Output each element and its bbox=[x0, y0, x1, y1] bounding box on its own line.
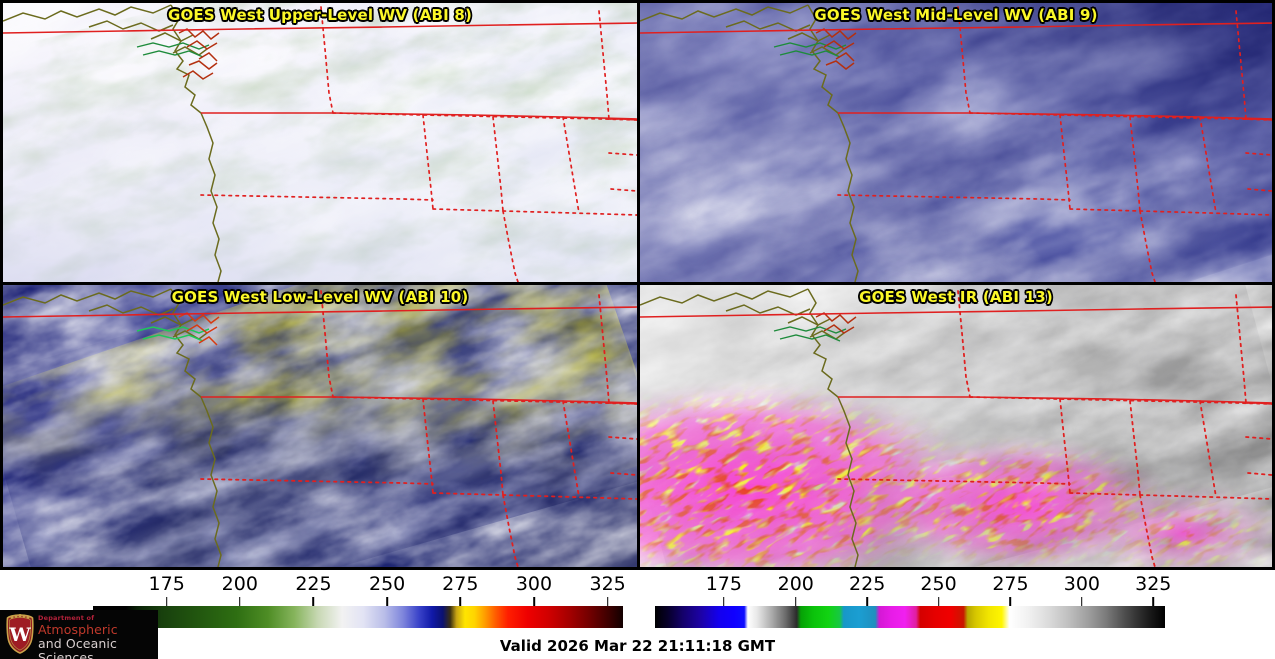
wv-colorbar-label-225: 225 bbox=[295, 573, 332, 595]
ir-colorbar-label-325: 325 bbox=[1135, 573, 1172, 595]
panel-ir[interactable]: GOES West IR (ABI 13) bbox=[640, 285, 1272, 567]
lavender-wash bbox=[3, 3, 637, 282]
panel-upper-level-wv[interactable]: GOES West Upper-Level WV (ABI 8) bbox=[3, 3, 637, 282]
logo-department-line: Department of bbox=[38, 614, 95, 622]
satellite-image-mid-level-wv bbox=[640, 3, 1272, 282]
ir-colorbar-label-275: 275 bbox=[992, 573, 1029, 595]
ir-colorbar-labels: 175 200 225 250 275 300 325 bbox=[655, 573, 1172, 599]
uw-crest-icon: W bbox=[6, 614, 34, 654]
logo-line-1: Atmospheric bbox=[38, 622, 118, 637]
wv-colorbar-label-200: 200 bbox=[221, 573, 258, 595]
ir-colorbar-label-250: 250 bbox=[920, 573, 957, 595]
panel-mid-level-wv[interactable]: GOES West Mid-Level WV (ABI 9) bbox=[640, 3, 1272, 282]
ir-colorbar-label-175: 175 bbox=[705, 573, 742, 595]
deep-blue-moist-texture bbox=[3, 285, 637, 567]
logo-line-2: and Oceanic Sciences bbox=[38, 636, 117, 659]
wv-colorbar-label-275: 275 bbox=[442, 573, 479, 595]
valid-time-text: Valid 2026 Mar 22 21:11:18 GMT bbox=[499, 637, 776, 655]
crest-letter: W bbox=[8, 624, 31, 646]
panel-grid: GOES West Upper-Level WV (ABI 8) bbox=[0, 0, 1275, 570]
satellite-image-low-level-wv bbox=[3, 285, 637, 567]
dark-dry-slot-texture bbox=[640, 3, 1272, 282]
ir-colorbar[interactable]: 175 200 225 250 275 300 325 bbox=[655, 573, 1172, 631]
ir-enhancement-overlay bbox=[640, 285, 1272, 567]
wv-colorbar[interactable]: 175 200 225 250 275 300 325 bbox=[93, 573, 626, 631]
satellite-image-ir bbox=[640, 285, 1272, 567]
panel-low-level-wv[interactable]: GOES West Low-Level WV (ABI 10) bbox=[3, 285, 637, 567]
ir-colorbar-label-200: 200 bbox=[777, 573, 814, 595]
logo-text-block: Department of Atmospheric and Oceanic Sc… bbox=[38, 614, 158, 659]
ir-colorbar-label-225: 225 bbox=[849, 573, 886, 595]
wv-colorbar-label-175: 175 bbox=[148, 573, 185, 595]
satellite-image-upper-level-wv bbox=[3, 3, 637, 282]
ir-colorbar-gradient bbox=[655, 606, 1165, 628]
wv-colorbar-label-325: 325 bbox=[589, 573, 626, 595]
wv-colorbar-ticks bbox=[93, 597, 623, 606]
uw-aos-logo[interactable]: W Department of Atmospheric and Oceanic … bbox=[0, 610, 158, 659]
figure-footer: 175 200 225 250 275 300 325 175 200 225 bbox=[0, 570, 1275, 659]
wv-colorbar-gradient bbox=[93, 606, 623, 628]
wv-colorbar-label-250: 250 bbox=[369, 573, 406, 595]
ir-colorbar-ticks bbox=[655, 597, 1165, 606]
ir-colorbar-label-300: 300 bbox=[1063, 573, 1100, 595]
wv-colorbar-label-300: 300 bbox=[515, 573, 553, 595]
wv-colorbar-labels: 175 200 225 250 275 300 325 bbox=[93, 573, 626, 599]
